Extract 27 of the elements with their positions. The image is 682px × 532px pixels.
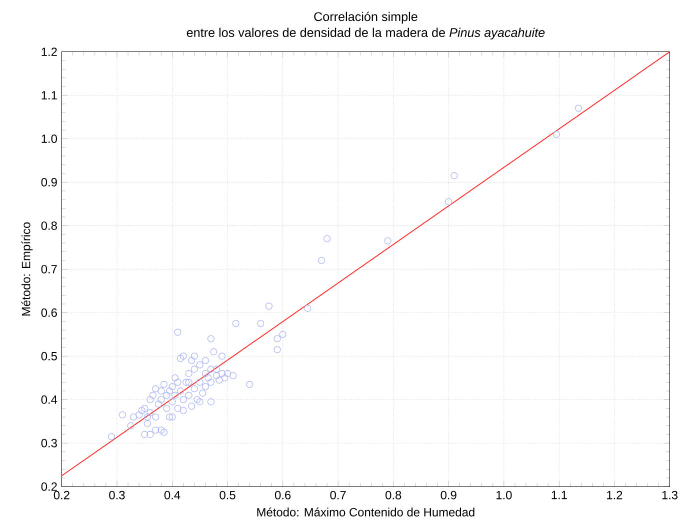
- y-axis-title: Método: Empírico: [21, 222, 33, 316]
- x-tick-label: 1.3: [662, 490, 678, 500]
- x-tick-label: 1.0: [496, 490, 512, 500]
- y-tick-label: 0.3: [41, 438, 57, 448]
- y-tick-label: 0.2: [41, 482, 57, 491]
- x-tick-label: 0.3: [109, 490, 125, 500]
- y-tick-label: 0.4: [41, 395, 58, 404]
- y-tick-label: 0.8: [41, 221, 57, 230]
- x-tick-label: 1.1: [552, 490, 567, 499]
- x-tick-label: 1.2: [607, 490, 622, 500]
- x-tick-label: 0.9: [440, 490, 456, 500]
- y-tick-label: 0.6: [41, 308, 57, 317]
- x-tick-label: 0.7: [330, 490, 346, 500]
- y-tick-label: 0.9: [41, 178, 57, 186]
- x-tick-label: 0.4: [164, 490, 180, 500]
- x-axis-title: Método: Máximo Contenido de Humedad: [257, 507, 474, 516]
- y-tick-label: 1.0: [42, 134, 57, 143]
- chart-subtitle: entre los valores de densidad de la madera de Pinus ayacahuite: [186, 28, 545, 40]
- y-tick-label: 0.5: [41, 352, 57, 360]
- x-tick-label: 0.2: [54, 490, 70, 500]
- chart-title: Correlación simple: [314, 12, 418, 24]
- x-tick-label: 0.8: [386, 490, 402, 500]
- x-tick-label: 0.6: [274, 490, 291, 500]
- y-tick-label: 0.7: [41, 264, 57, 274]
- x-tick-label: 0.5: [220, 490, 236, 500]
- y-tick-label: 1.2: [42, 47, 57, 56]
- y-tick-label: 1.1: [42, 90, 57, 100]
